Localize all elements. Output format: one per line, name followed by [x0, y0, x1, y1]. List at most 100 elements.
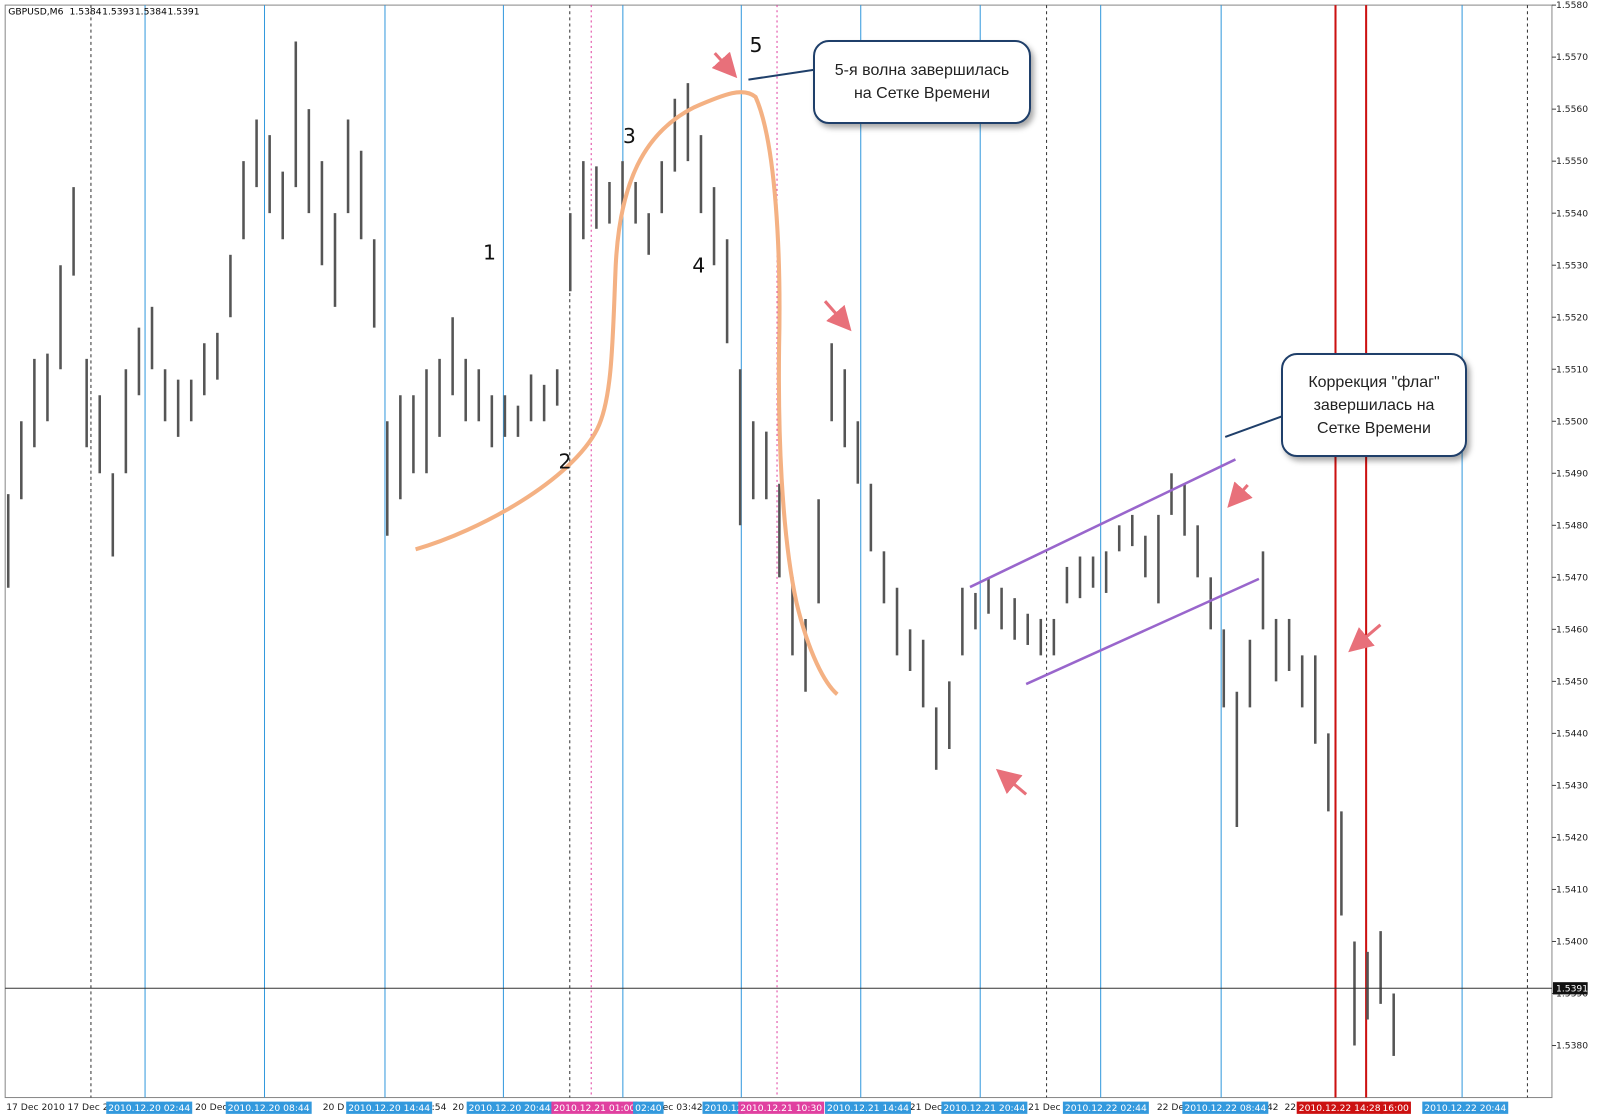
time-line-label: 02:40 — [633, 1101, 664, 1114]
x-tick-label: Dec 03:42 — [656, 1102, 703, 1113]
wave-label: 5 — [749, 33, 762, 57]
time-line-label: 2010.12.22 08:44 — [1182, 1101, 1269, 1114]
time-label-text: 2010.12.22 20:44 — [1424, 1103, 1506, 1114]
channel-top — [969, 458, 1236, 589]
callout: Коррекция "флаг" завершилась на Сетке Вр… — [1281, 353, 1467, 457]
time-label-text: 2010.12.22 14:28 — [1299, 1103, 1381, 1114]
wave-label: 2 — [559, 450, 572, 474]
x-tick-label: 22 — [1284, 1102, 1296, 1113]
time-label-box — [1380, 1101, 1411, 1114]
ohlc-close: 1.5391 — [168, 6, 200, 17]
y-tick-label: 1.5460 — [1556, 624, 1588, 635]
time-line-label: 2010.12.20 08:44 — [225, 1101, 312, 1114]
ohlc-open: 1.5384 — [69, 6, 101, 17]
time-label-text: 2010.12 — [705, 1103, 743, 1114]
time-label-box — [941, 1101, 1028, 1114]
time-line-label: 2010.12.21 20:44 — [941, 1101, 1028, 1114]
time-line-label: 16:00 — [1380, 1101, 1411, 1114]
time-label-box — [1182, 1101, 1269, 1114]
time-label-text: 2010.12.20 08:44 — [228, 1103, 310, 1114]
time-line-label: 2010.12.22 02:44 — [1062, 1101, 1149, 1114]
arrow — [823, 300, 852, 332]
wave-label: 4 — [692, 254, 705, 278]
time-label-box — [225, 1101, 312, 1114]
time-label-text: 2010.12.22 08:44 — [1184, 1103, 1266, 1114]
x-tick-label: 21 Dec 16 — [910, 1102, 957, 1113]
wave-labels: 1 2 3 4 5 — [483, 33, 762, 474]
y-tick-label: 1.5480 — [1556, 520, 1588, 531]
y-tick-label: 1.5570 — [1556, 52, 1588, 63]
time-line-label: 2010.12.20 20:44 — [466, 1101, 553, 1114]
time-line-label: 2010.12.20 14:44 — [346, 1101, 433, 1114]
time-line-label: 2010.12.21 14:44 — [825, 1101, 911, 1114]
time-label-box — [466, 1101, 553, 1114]
x-tick-label: 21 Dec — [1028, 1102, 1060, 1113]
time-label-text: 2010.12.20 14:44 — [348, 1103, 430, 1114]
callout-pointer — [748, 68, 817, 81]
time-label-text: 2010.12.21 14:44 — [827, 1103, 909, 1114]
y-tick-label: 1.5420 — [1556, 832, 1588, 843]
callout-pointer — [1224, 415, 1282, 438]
y-tick-label: 1.5490 — [1556, 468, 1588, 479]
time-label-box — [1422, 1101, 1509, 1114]
time-label-box — [1296, 1101, 1383, 1114]
ohlc-high: 1.5393 — [102, 6, 134, 17]
arrows — [711, 51, 1382, 796]
symbol: GBPUSD,M6 — [8, 6, 63, 17]
y-tick-label: 1.5410 — [1556, 885, 1588, 896]
y-tick-label: 1.5580 — [1556, 0, 1588, 11]
time-label-text: 2010.12.21 01:00 — [553, 1103, 635, 1114]
price-bars — [6, 41, 1395, 1056]
x-tick-label: 17 Dec 2010 — [6, 1102, 65, 1113]
ohlc-low: 1.5384 — [135, 6, 167, 17]
time-label-box — [346, 1101, 433, 1114]
time-label-text: 2010.12.22 02:44 — [1065, 1103, 1147, 1114]
time-lines — [144, 5, 1463, 1098]
time-line-label: 2010.12.21 01:00 — [551, 1101, 638, 1114]
wave-label: 3 — [623, 124, 636, 148]
wave-curve — [415, 90, 839, 696]
time-line-label: 2010.12.21 10:30 — [738, 1101, 825, 1114]
time-label-box — [633, 1101, 664, 1114]
time-line-label: 2010.12.20 02:44 — [106, 1101, 193, 1114]
y-tick-label: 1.5380 — [1556, 1041, 1588, 1052]
x-tick-label: 22 Dec — [1157, 1102, 1189, 1113]
time-label-text: 2010.12.21 10:30 — [740, 1103, 822, 1114]
x-tick-label: 20 Dec — [195, 1102, 227, 1113]
time-label-text: 16:00 — [1382, 1103, 1409, 1114]
y-tick-label: 1.5520 — [1556, 312, 1588, 323]
channel-bottom — [1025, 577, 1260, 686]
time-label-box — [702, 1101, 745, 1114]
time-label-text: 02:40 — [635, 1103, 662, 1114]
time-line-label: 2010.12.22 14:28 — [1296, 1101, 1383, 1114]
last-price-label: 1.5391 — [1556, 983, 1588, 994]
y-tick-label: 1.5400 — [1556, 937, 1588, 948]
arrow — [711, 51, 738, 79]
arrow — [1227, 481, 1253, 508]
x-tick-label: 20 D — [323, 1102, 345, 1113]
arrow — [995, 768, 1028, 796]
x-tick-label: 20 — [452, 1102, 464, 1113]
time-label-text: 2010.12.21 20:44 — [943, 1103, 1025, 1114]
time-label-box — [551, 1101, 638, 1114]
time-label-text: 2010.12.20 20:44 — [469, 1103, 551, 1114]
y-tick-label: 1.5550 — [1556, 156, 1588, 167]
time-label-text: 2010.12.20 02:44 — [108, 1103, 190, 1114]
x-tick-label: 17 Dec 2 — [67, 1102, 108, 1113]
drawings — [415, 68, 1282, 696]
y-tick-label: 1.5530 — [1556, 260, 1588, 271]
time-label-box — [1062, 1101, 1149, 1114]
callout: 5-я волна завершилась на Сетке Времени — [813, 40, 1031, 124]
time-line-label: 2010.12 — [702, 1101, 745, 1114]
y-tick-label: 1.5450 — [1556, 676, 1588, 687]
y-tick-label: 1.5500 — [1556, 416, 1588, 427]
y-tick-label: 1.5470 — [1556, 572, 1588, 583]
time-line-label: 2010.12.22 20:44 — [1422, 1101, 1509, 1114]
time-label-box — [738, 1101, 825, 1114]
y-tick-label: 1.5440 — [1556, 728, 1588, 739]
last-price-box — [1552, 982, 1588, 995]
y-tick-label: 1.5560 — [1556, 104, 1588, 115]
x-tick-label: 4:54 — [426, 1102, 447, 1113]
